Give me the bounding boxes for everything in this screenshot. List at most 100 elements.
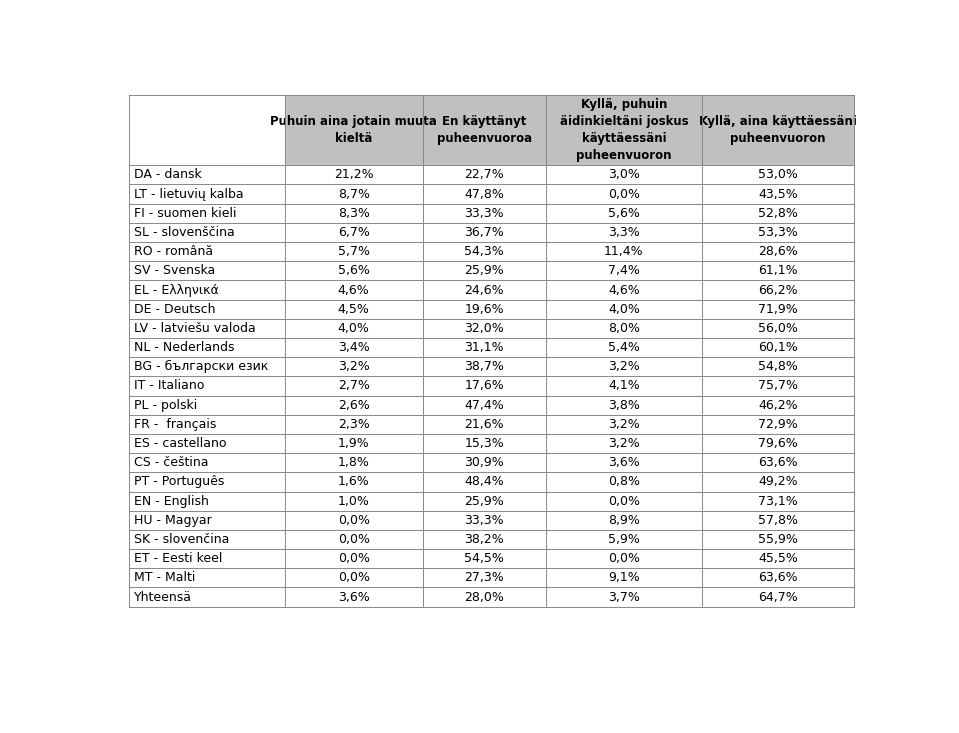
Text: 0,0%: 0,0% (338, 552, 369, 565)
Bar (129, 453, 854, 472)
Bar (285, 95, 423, 165)
Text: 17,6%: 17,6% (464, 380, 504, 392)
Text: HU - Magyar: HU - Magyar (134, 514, 212, 527)
Text: 33,3%: 33,3% (464, 207, 504, 220)
Text: 8,3%: 8,3% (338, 207, 369, 220)
Text: 79,6%: 79,6% (759, 437, 798, 450)
Text: 7,4%: 7,4% (608, 265, 640, 277)
Text: 53,3%: 53,3% (759, 226, 798, 239)
Text: 1,9%: 1,9% (338, 437, 369, 450)
Text: 38,7%: 38,7% (464, 361, 504, 373)
Text: 9,1%: 9,1% (608, 571, 640, 584)
Text: 3,3%: 3,3% (608, 226, 640, 239)
Text: 3,0%: 3,0% (608, 169, 640, 181)
Text: 5,7%: 5,7% (338, 245, 369, 258)
Text: SV - Svenska: SV - Svenska (134, 265, 215, 277)
Bar (423, 95, 546, 165)
Text: 45,5%: 45,5% (758, 552, 798, 565)
Text: 3,6%: 3,6% (338, 591, 369, 603)
Text: 33,3%: 33,3% (464, 514, 504, 527)
Bar (129, 223, 854, 242)
Text: 28,6%: 28,6% (759, 245, 798, 258)
Text: 1,8%: 1,8% (338, 456, 369, 469)
Text: 24,6%: 24,6% (464, 284, 504, 297)
Text: 36,7%: 36,7% (464, 226, 504, 239)
Text: LV - latviešu valoda: LV - latviešu valoda (134, 322, 256, 335)
Text: 6,7%: 6,7% (338, 226, 369, 239)
Text: LT - lietuvių kalba: LT - lietuvių kalba (134, 188, 244, 201)
Bar (129, 511, 854, 530)
Text: 0,0%: 0,0% (338, 514, 369, 527)
Text: 48,4%: 48,4% (464, 476, 504, 488)
Text: 46,2%: 46,2% (759, 399, 798, 412)
Text: DE - Deutsch: DE - Deutsch (134, 303, 216, 316)
Text: 63,6%: 63,6% (759, 456, 798, 469)
Text: SK - slovenčina: SK - slovenčina (134, 533, 229, 546)
Bar (129, 319, 854, 338)
Text: 43,5%: 43,5% (759, 188, 798, 201)
Text: 2,6%: 2,6% (338, 399, 369, 412)
Text: 3,2%: 3,2% (608, 418, 640, 431)
Text: 64,7%: 64,7% (759, 591, 798, 603)
Text: 25,9%: 25,9% (464, 495, 504, 508)
Text: 38,2%: 38,2% (464, 533, 504, 546)
Text: 0,0%: 0,0% (338, 571, 369, 584)
Text: 21,6%: 21,6% (464, 418, 504, 431)
Text: 4,5%: 4,5% (338, 303, 369, 316)
Text: 5,6%: 5,6% (338, 265, 369, 277)
Text: 5,4%: 5,4% (608, 341, 640, 354)
Text: 31,1%: 31,1% (464, 341, 504, 354)
Text: 1,6%: 1,6% (338, 476, 369, 488)
Text: 5,9%: 5,9% (608, 533, 640, 546)
Text: PT - Português: PT - Português (134, 476, 224, 488)
Text: 15,3%: 15,3% (464, 437, 504, 450)
Text: 2,3%: 2,3% (338, 418, 369, 431)
Text: 0,0%: 0,0% (338, 533, 369, 546)
Bar (129, 396, 854, 415)
Text: 75,7%: 75,7% (758, 380, 798, 392)
Text: 4,0%: 4,0% (608, 303, 640, 316)
Bar (129, 338, 854, 357)
Text: 3,6%: 3,6% (608, 456, 640, 469)
Bar (129, 95, 285, 165)
Text: 11,4%: 11,4% (604, 245, 643, 258)
Text: 4,6%: 4,6% (608, 284, 640, 297)
Text: EL - Ελληνικά: EL - Ελληνικά (134, 284, 219, 297)
Text: 3,2%: 3,2% (608, 361, 640, 373)
Text: 52,8%: 52,8% (758, 207, 798, 220)
Text: 57,8%: 57,8% (758, 514, 798, 527)
Bar (129, 492, 854, 511)
Bar (129, 204, 854, 223)
Text: RO - română: RO - română (134, 245, 213, 258)
Text: ET - Eesti keel: ET - Eesti keel (134, 552, 222, 565)
Text: 28,0%: 28,0% (464, 591, 504, 603)
Text: 54,3%: 54,3% (464, 245, 504, 258)
Text: 8,0%: 8,0% (608, 322, 640, 335)
Text: 19,6%: 19,6% (464, 303, 504, 316)
Text: 0,8%: 0,8% (608, 476, 640, 488)
Text: 32,0%: 32,0% (464, 322, 504, 335)
Text: 3,2%: 3,2% (608, 437, 640, 450)
Text: CS - čeština: CS - čeština (134, 456, 208, 469)
Text: 0,0%: 0,0% (608, 188, 640, 201)
Bar (129, 415, 854, 434)
Text: FR -  français: FR - français (134, 418, 217, 431)
Text: 71,9%: 71,9% (759, 303, 798, 316)
Text: 4,1%: 4,1% (608, 380, 640, 392)
Bar (129, 549, 854, 568)
Bar (129, 587, 854, 607)
Text: 49,2%: 49,2% (759, 476, 798, 488)
Text: PL - polski: PL - polski (134, 399, 198, 412)
Text: DA - dansk: DA - dansk (134, 169, 201, 181)
Bar (129, 434, 854, 453)
Bar (129, 300, 854, 319)
Bar (129, 242, 854, 261)
Text: 0,0%: 0,0% (608, 495, 640, 508)
Text: 56,0%: 56,0% (758, 322, 798, 335)
Text: 72,9%: 72,9% (759, 418, 798, 431)
Text: Kyllä, aina käyttäessäni
puheenvuoron: Kyllä, aina käyttäessäni puheenvuoron (699, 115, 857, 145)
Bar (129, 472, 854, 492)
Text: 47,8%: 47,8% (464, 188, 504, 201)
Bar (129, 530, 854, 549)
Bar (129, 165, 854, 185)
